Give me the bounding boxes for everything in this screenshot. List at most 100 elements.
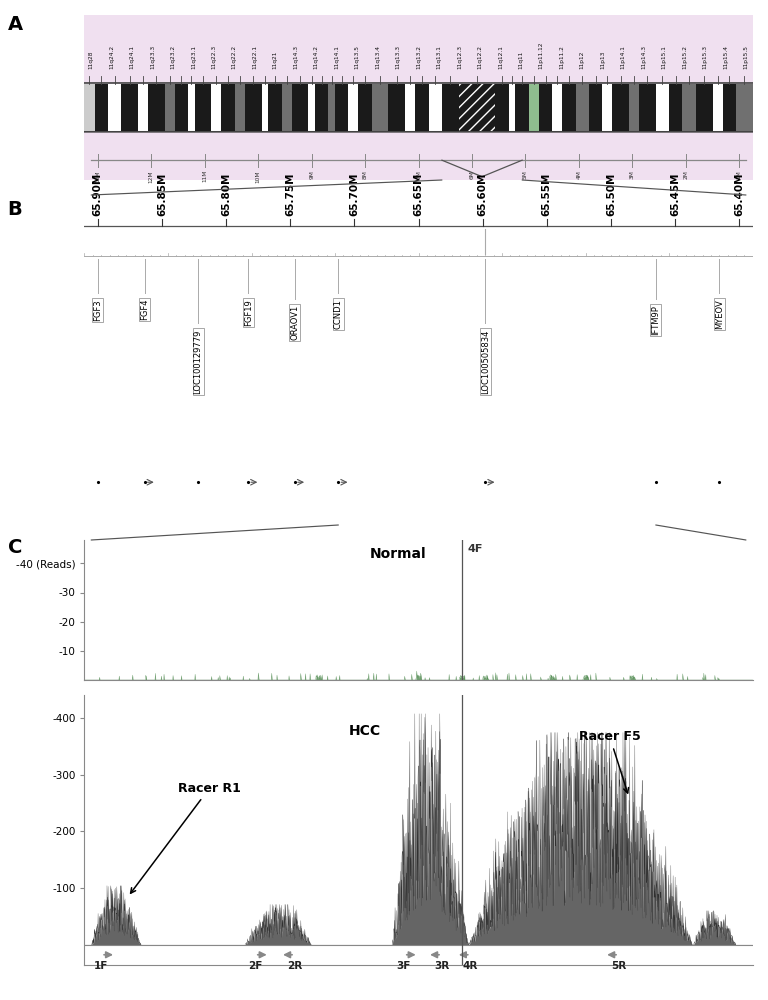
Text: 11p14.1: 11p14.1 [621,46,626,69]
Text: 11q11: 11q11 [518,51,523,69]
Text: 11q12.2: 11q12.2 [478,45,482,69]
Text: MYEOV: MYEOV [715,299,723,329]
Bar [268,84,282,130]
Bar [372,84,389,130]
Text: 11q13.1: 11q13.1 [436,46,442,69]
Text: FGF3: FGF3 [94,299,102,321]
Bar [329,84,335,130]
Text: HCC: HCC [349,724,381,738]
Text: 13M: 13M [95,170,101,183]
Bar [282,84,292,130]
Bar [195,84,211,130]
Text: ORAOV1: ORAOV1 [290,305,300,340]
Text: 3M: 3M [630,170,635,179]
Text: 5M: 5M [523,170,528,179]
Bar [495,84,508,130]
Bar [736,84,753,130]
Text: 4R: 4R [463,961,478,971]
Text: 11q23.3: 11q23.3 [150,45,155,69]
Bar [429,84,442,130]
Bar [458,84,495,130]
Text: 65.60M: 65.60M [478,172,488,216]
Text: 11q22.1: 11q22.1 [253,45,257,69]
Text: LOC100129779: LOC100129779 [194,329,203,394]
Text: 11q12.1: 11q12.1 [498,46,503,69]
Text: 1M: 1M [737,170,742,179]
Text: 11p14.3: 11p14.3 [641,45,646,69]
Bar [315,84,329,130]
Bar [245,84,262,130]
Text: 11p13: 11p13 [601,51,605,69]
Text: 65.80M: 65.80M [221,172,231,216]
Text: 9M: 9M [310,170,314,179]
Bar [164,84,174,130]
Text: 4M: 4M [577,170,581,179]
Text: 2F: 2F [247,961,262,971]
Bar [669,84,683,130]
Text: B: B [8,200,22,219]
Bar [262,84,268,130]
Bar [589,84,602,130]
Bar [108,84,121,130]
Text: A: A [8,15,23,34]
Bar [138,84,148,130]
Bar [575,84,589,130]
Text: 11q13.5: 11q13.5 [355,45,359,69]
Bar [612,84,629,130]
Text: 65.75M: 65.75M [285,172,295,216]
Text: 11p15.2: 11p15.2 [682,45,687,69]
Text: 65.40M: 65.40M [734,172,744,216]
Text: 65.85M: 65.85M [157,172,167,216]
Bar [683,84,696,130]
Text: 65.65M: 65.65M [413,172,424,216]
Bar [515,84,529,130]
Text: 11q28: 11q28 [88,51,94,69]
Text: 11q22.3: 11q22.3 [211,45,217,69]
Text: 11p15.4: 11p15.4 [723,45,728,69]
Text: 11p15.3: 11p15.3 [703,45,707,69]
Text: 11q13.2: 11q13.2 [416,45,421,69]
Text: 10M: 10M [256,170,260,183]
Text: 11p15.1: 11p15.1 [661,46,667,69]
Text: 65.55M: 65.55M [542,172,552,216]
Text: 11p15.5: 11p15.5 [743,45,749,69]
Text: 8M: 8M [362,170,368,179]
Bar [188,84,195,130]
Bar [221,84,235,130]
Bar [389,84,406,130]
Text: IFTM9P: IFTM9P [651,305,660,335]
Bar [552,84,562,130]
Text: 11q24.2: 11q24.2 [109,45,114,69]
Text: 11q24.1: 11q24.1 [130,45,134,69]
Bar [442,84,458,130]
Bar [406,84,415,130]
Text: FGF19: FGF19 [243,299,253,326]
Bar [121,84,138,130]
Text: 11q12.3: 11q12.3 [457,45,462,69]
Bar [84,132,753,180]
Text: 11M: 11M [202,170,207,182]
Text: 11q23.1: 11q23.1 [191,45,196,69]
Bar [415,84,429,130]
Text: 65.45M: 65.45M [670,172,680,216]
Bar [148,84,164,130]
Text: 11p12: 11p12 [580,51,584,69]
Text: 11q14.1: 11q14.1 [334,46,339,69]
Bar [529,84,539,130]
Text: 2R: 2R [287,961,303,971]
Text: 3R: 3R [435,961,449,971]
Bar [335,84,349,130]
Bar [94,84,108,130]
Text: 11q23.2: 11q23.2 [170,45,176,69]
Text: 3F: 3F [397,961,411,971]
Bar [84,84,94,130]
Bar [629,84,639,130]
Bar [639,84,656,130]
Text: 11q22.2: 11q22.2 [232,45,237,69]
Text: C: C [8,538,22,557]
Text: 11q21: 11q21 [273,51,278,69]
Bar [458,84,495,130]
Text: 2M: 2M [684,170,688,179]
Bar [539,84,552,130]
Text: CCND1: CCND1 [334,299,343,329]
